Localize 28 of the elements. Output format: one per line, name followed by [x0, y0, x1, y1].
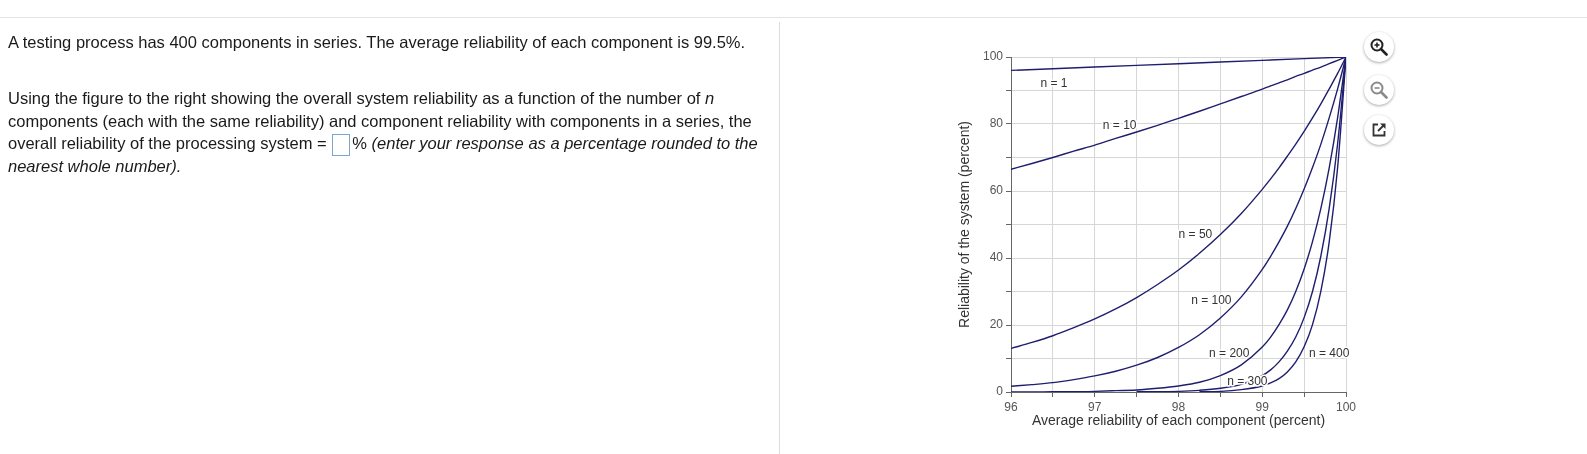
text: (enter your response as a percentage rounded to the [371, 134, 758, 153]
text: % [352, 134, 367, 153]
text: overall reliability of the processing system = [8, 134, 327, 153]
text: components (each with the same reliability) and component reliability with components in a series, the [8, 111, 752, 130]
series-label: n = 300 [1227, 373, 1268, 388]
y-tick-label: 60 [989, 183, 1004, 198]
y-tick-label: 0 [996, 384, 1004, 399]
series-label: n = 400 [1308, 346, 1350, 361]
series-label: n = 10 [1102, 117, 1137, 132]
series-label: n = 200 [1209, 346, 1250, 361]
y-axis-title: Reliability of the system (percent) [956, 121, 973, 328]
x-tick-label: 99 [1255, 399, 1270, 414]
text: nearest whole number). [8, 157, 182, 176]
series-label: n = 100 [1191, 293, 1232, 308]
y-tick-label: 40 [989, 250, 1004, 265]
y-tick-label: 80 [989, 116, 1004, 131]
x-tick-label: 97 [1088, 399, 1102, 414]
y-tick-label: 100 [982, 49, 1004, 64]
text: A testing process has 400 components in series. The average reliability of each component is 99.5%. [8, 32, 747, 52]
x-tick-label: 100 [1335, 399, 1357, 414]
x-tick-label: 96 [1004, 399, 1018, 414]
series-label: n = 1 [1040, 75, 1068, 90]
series-label: n = 50 [1178, 226, 1213, 241]
text: Using the figure to the right showing the overall system reliability as a function of the number of [8, 89, 701, 107]
y-tick-label: 20 [989, 317, 1004, 332]
text: n [705, 89, 715, 107]
x-axis-title: Average reliability of each component (percent) [1031, 412, 1326, 429]
x-tick-label: 98 [1171, 399, 1186, 414]
